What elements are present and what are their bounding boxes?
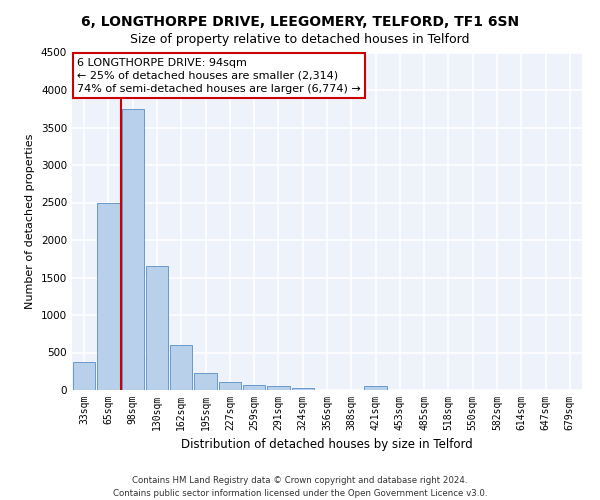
Bar (170, 345, 193, 390)
Bar (194, 373, 217, 390)
Bar (267, 386, 290, 390)
Bar (243, 385, 265, 390)
Bar (364, 386, 387, 390)
Text: 6, LONGTHORPE DRIVE, LEEGOMERY, TELFORD, TF1 6SN: 6, LONGTHORPE DRIVE, LEEGOMERY, TELFORD,… (81, 15, 519, 29)
Text: Contains HM Land Registry data © Crown copyright and database right 2024.
Contai: Contains HM Land Registry data © Crown c… (113, 476, 487, 498)
X-axis label: Distribution of detached houses by size in Telford: Distribution of detached houses by size … (181, 438, 473, 452)
Bar (122, 109, 144, 390)
Bar (97, 202, 119, 390)
Y-axis label: Number of detached properties: Number of detached properties (25, 134, 35, 309)
Text: 6 LONGTHORPE DRIVE: 94sqm
← 25% of detached houses are smaller (2,314)
74% of se: 6 LONGTHORPE DRIVE: 94sqm ← 25% of detac… (77, 58, 361, 94)
Bar (292, 388, 314, 390)
Text: Size of property relative to detached houses in Telford: Size of property relative to detached ho… (130, 32, 470, 46)
Bar (218, 382, 241, 390)
Bar (73, 362, 95, 390)
Bar (146, 266, 168, 390)
